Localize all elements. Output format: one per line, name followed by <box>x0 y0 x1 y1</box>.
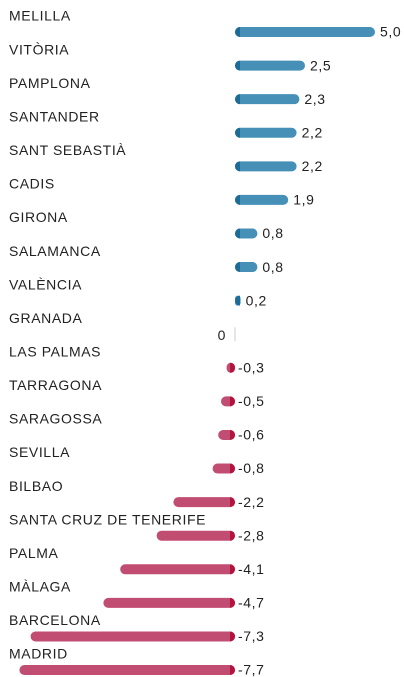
bar <box>235 228 258 239</box>
category-label: BARCELONA <box>9 612 101 628</box>
value-label: -4,7 <box>238 595 265 611</box>
bar <box>235 60 305 71</box>
category-label: PALMA <box>9 545 58 561</box>
bar <box>235 262 258 273</box>
value-label: 2,2 <box>302 158 323 174</box>
value-label: 2,5 <box>310 57 331 73</box>
category-label: TARRAGONA <box>9 377 102 393</box>
bar <box>120 564 235 575</box>
bar-cap <box>235 262 240 273</box>
value-label: 2,2 <box>302 124 323 140</box>
category-label: GIRONA <box>9 209 68 225</box>
bar <box>173 497 235 508</box>
value-label: -0,6 <box>238 427 265 443</box>
value-label: 1,9 <box>293 192 314 208</box>
category-label: CADIS <box>9 176 55 192</box>
bar-cap <box>230 564 235 575</box>
bar <box>235 161 297 172</box>
bar <box>235 27 375 37</box>
bar-cap <box>235 127 240 138</box>
bar <box>103 597 236 608</box>
bar-cap <box>230 497 235 508</box>
bar <box>19 665 236 676</box>
category-label: SANTANDER <box>9 108 100 124</box>
category-label: GRANADA <box>9 310 82 326</box>
value-label: 0 <box>218 327 226 343</box>
category-label: SARAGOSSA <box>9 411 102 427</box>
bar-cap <box>235 161 240 172</box>
bar-cap <box>230 665 235 676</box>
bar-cap <box>230 429 235 440</box>
bar-cap <box>230 463 235 474</box>
value-label: 2,3 <box>304 91 325 107</box>
value-label: -2,8 <box>238 527 265 543</box>
category-label: PAMPLONA <box>9 75 91 91</box>
bar-cap <box>230 396 235 407</box>
bar-cap <box>235 295 240 306</box>
bar <box>235 194 289 205</box>
value-label: -4,1 <box>238 561 265 577</box>
category-label: SEVILLA <box>9 444 70 460</box>
category-label: MÀLAGA <box>9 579 71 595</box>
category-label: SANT SEBASTIÀ <box>9 142 126 158</box>
value-label: -0,8 <box>238 460 265 476</box>
category-label: LAS PALMAS <box>9 344 101 360</box>
bar-cap <box>230 362 235 373</box>
category-label: VALÈNCIA <box>9 276 82 292</box>
bar-cap <box>235 194 240 205</box>
bar <box>30 631 235 642</box>
category-label: MADRID <box>9 646 68 662</box>
value-label: 5,0 <box>380 24 401 40</box>
value-label: 0,8 <box>262 259 283 275</box>
bar <box>212 463 235 474</box>
bar-cap <box>235 60 240 71</box>
category-label: SALAMANCA <box>9 243 101 259</box>
value-label: 0,2 <box>246 292 267 308</box>
value-label: 0,8 <box>262 225 283 241</box>
bar <box>235 127 297 138</box>
value-label: -0,3 <box>238 360 265 376</box>
bar-cap <box>235 94 240 105</box>
value-label: -7,3 <box>238 628 265 644</box>
bar <box>235 94 300 105</box>
category-label: VITÒRIA <box>9 41 69 57</box>
bar <box>156 530 235 541</box>
category-label: SANTA CRUZ DE TENERIFE <box>9 511 206 527</box>
value-label: -2,2 <box>238 494 265 510</box>
bar-cap <box>230 530 235 541</box>
bar-cap <box>230 631 235 642</box>
value-label: -0,5 <box>238 393 265 409</box>
bar-cap <box>230 597 235 608</box>
category-label: BILBAO <box>9 478 63 494</box>
category-label: MELILLA <box>9 8 71 24</box>
value-label: -7,7 <box>238 662 265 677</box>
bar-cap <box>235 228 240 239</box>
bar-cap <box>235 27 240 37</box>
